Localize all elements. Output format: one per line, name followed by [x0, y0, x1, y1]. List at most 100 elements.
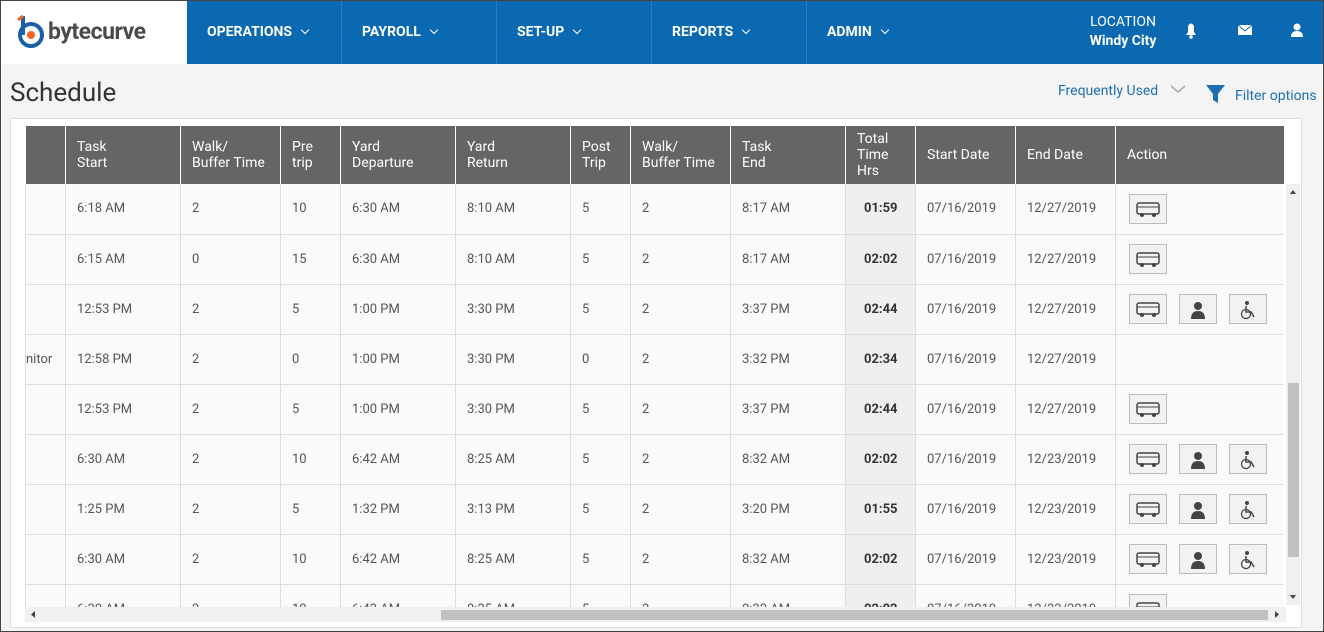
frequently-used-label: Frequently Used	[1058, 83, 1159, 99]
top-bar: bytecurve OPERATIONS PAYROLL SET-UP REPO…	[0, 0, 1324, 64]
header-cell: Task End	[730, 126, 846, 184]
cell: 02:44	[845, 384, 916, 435]
cell: 6:18 AM	[65, 184, 181, 235]
cell: 2	[180, 534, 281, 585]
cell: 5	[570, 534, 631, 585]
cell: 3:30 PM	[455, 384, 571, 435]
cell: 10	[280, 434, 341, 485]
filter-icon[interactable]	[1205, 83, 1227, 105]
mail-icon[interactable]	[1237, 24, 1253, 35]
cell	[25, 484, 66, 535]
action-button[interactable]	[1129, 544, 1167, 574]
action-button[interactable]	[1129, 594, 1167, 607]
action-button[interactable]	[1229, 294, 1267, 324]
cell: 15	[280, 234, 341, 285]
cell: 1:00 PM	[340, 334, 456, 385]
cell: 6:30 AM	[65, 434, 181, 485]
action-button[interactable]	[1129, 394, 1167, 424]
cell: 6:42 AM	[340, 584, 456, 607]
action-button[interactable]	[1129, 444, 1167, 474]
action-button[interactable]	[1229, 494, 1267, 524]
header-text: End Date	[1027, 147, 1083, 163]
filter-options[interactable]: Filter options	[1235, 88, 1317, 104]
cell: 1:00 PM	[340, 384, 456, 435]
action-button[interactable]	[1229, 544, 1267, 574]
table-row[interactable]: 12:53 PM 2 5 1:00 PM 3:30 PM 5 2 3:37 PM 02:44 07…	[25, 284, 1284, 335]
table-viewport: Task Start Walk/Buffer Time Pre trip Yard Depa…	[25, 126, 1284, 607]
cell: 12/23/2019	[1015, 534, 1116, 585]
nav-item[interactable]: ADMIN	[807, 0, 962, 64]
header-cell: Walk/Buffer Time	[630, 126, 731, 184]
cell: 07/16/2019	[915, 584, 1016, 607]
cell: 1:32 PM	[340, 484, 456, 535]
header-text: Post	[582, 139, 611, 155]
bell-icon[interactable]	[1186, 23, 1196, 39]
nav-item[interactable]: SET-UP	[497, 0, 652, 64]
header-text: Start	[77, 155, 108, 171]
action-button[interactable]	[1129, 193, 1167, 224]
header-text: Yard	[467, 139, 496, 155]
table-row[interactable]: 1:25 PM 2 5 1:32 PM 3:13 PM 5 2 3:20 PM 01:55 07/…	[25, 484, 1284, 535]
action-button[interactable]	[1179, 544, 1217, 574]
table-body: 6:18 AM 2 10 6:30 AM 8:10 AM 5 2 8:17 AM 01:59 07…	[25, 184, 1284, 607]
header-row: Task Start Walk/Buffer Time Pre trip Yard Depa…	[25, 126, 1284, 184]
header-text: Buffer Time	[192, 155, 265, 171]
table-row[interactable]: nitor 12:58 PM 2 0 1:00 PM 3:30 PM 0 2 3:32 PM 02…	[25, 334, 1284, 385]
cell: 2	[630, 334, 731, 385]
action-button[interactable]	[1179, 494, 1217, 524]
cell: 6:30 AM	[65, 534, 181, 585]
cell: 07/16/2019	[915, 534, 1016, 585]
cell: 02:02	[845, 584, 916, 607]
cell	[25, 234, 66, 285]
location[interactable]: LOCATION Windy City	[1070, 13, 1176, 51]
frequently-used[interactable]: Frequently Used	[1058, 83, 1188, 99]
nav-item[interactable]: PAYROLL	[342, 0, 497, 64]
cell: 07/16/2019	[915, 334, 1016, 385]
header-text: Trip	[582, 155, 606, 171]
nav-item[interactable]: REPORTS	[652, 0, 807, 64]
header-text: Buffer Time	[642, 155, 715, 171]
action-button[interactable]	[1179, 294, 1217, 324]
table-row[interactable]: 12:53 PM 2 5 1:00 PM 3:30 PM 5 2 3:37 PM 02:44 07…	[25, 384, 1284, 435]
cell: 8:32 AM	[730, 584, 846, 607]
cell: 2	[630, 284, 731, 335]
scroll-thumb[interactable]	[441, 610, 1268, 620]
cell: 8:25 AM	[455, 584, 571, 607]
cell: 2	[630, 584, 731, 607]
user-icon[interactable]	[1291, 23, 1303, 38]
cell: 02:44	[845, 284, 916, 335]
table-row[interactable]: 6:15 AM 0 15 6:30 AM 8:10 AM 5 2 8:17 AM 02:02 07…	[25, 234, 1284, 285]
action-icon	[1240, 551, 1255, 570]
cell: 3:32 PM	[730, 334, 846, 385]
action-icon	[1136, 402, 1160, 417]
action-button[interactable]	[1129, 494, 1167, 524]
nav-item[interactable]: OPERATIONS	[187, 0, 342, 64]
cell: 10	[280, 534, 341, 585]
scroll-thumb[interactable]	[1288, 383, 1299, 557]
action-icon	[1136, 252, 1160, 267]
table-row[interactable]: 6:18 AM 2 10 6:30 AM 8:10 AM 5 2 8:17 AM 01:59 07…	[25, 184, 1284, 235]
cell: 5	[570, 184, 631, 235]
cell: 6:42 AM	[340, 434, 456, 485]
action-button[interactable]	[1229, 444, 1267, 474]
cell: 02:34	[845, 334, 916, 385]
action-button[interactable]	[1129, 294, 1167, 324]
action-button[interactable]	[1129, 244, 1167, 274]
logo-text: bytecurve	[48, 18, 146, 45]
action-icon	[1240, 501, 1255, 520]
action-cell	[1115, 184, 1284, 235]
logo[interactable]: bytecurve	[0, 0, 187, 64]
cell: 6:30 AM	[340, 234, 456, 285]
cell: 10	[280, 584, 341, 607]
header-cell: Post Trip	[570, 126, 631, 184]
header-cell: Start Date	[915, 126, 1016, 184]
header-text: Task	[742, 139, 772, 155]
action-button[interactable]	[1179, 444, 1217, 474]
cell: 2	[630, 184, 731, 235]
cell: 5	[280, 384, 341, 435]
schedule-table: Task Start Walk/Buffer Time Pre trip Yard Depa…	[25, 126, 1284, 607]
action-cell	[1115, 334, 1284, 385]
